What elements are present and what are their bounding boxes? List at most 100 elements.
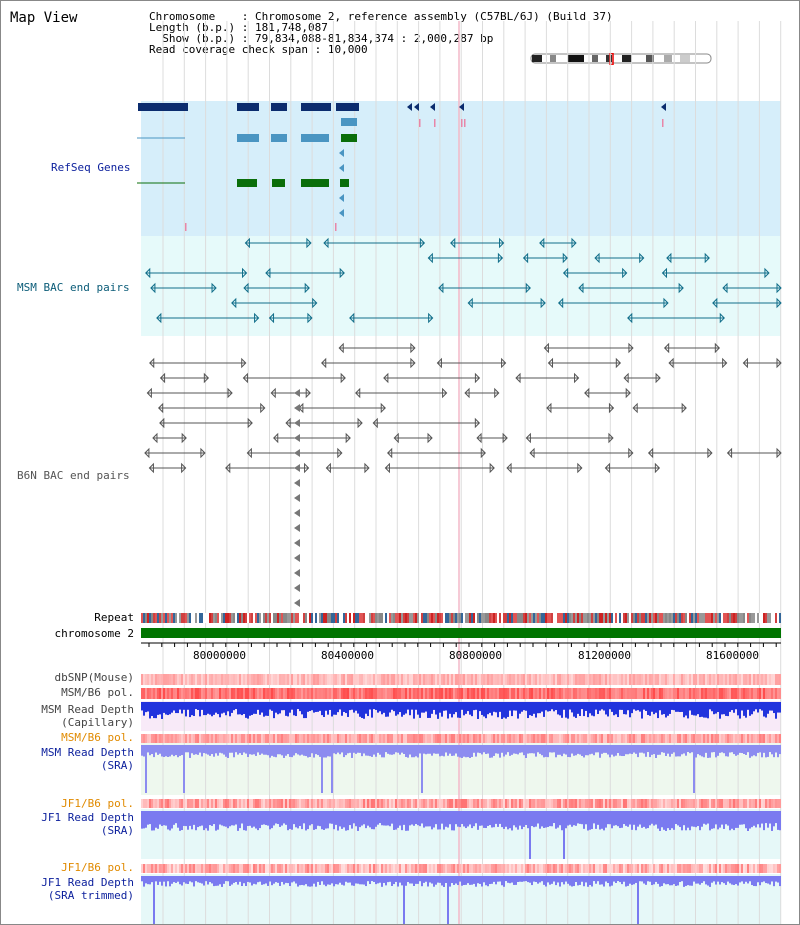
polymorphism-cell	[485, 799, 487, 808]
repeat-segment	[445, 613, 447, 623]
polymorphism-cell	[455, 864, 457, 873]
read-depth-bar	[193, 745, 195, 755]
read-depth-bar	[611, 702, 613, 712]
gene-exon	[301, 179, 329, 187]
polymorphism-cell	[159, 864, 161, 873]
read-depth-bar	[425, 702, 427, 712]
chromosome-ideogram[interactable]	[530, 53, 714, 65]
read-depth-bar	[223, 811, 225, 827]
refseq-track-label[interactable]: RefSeq Genes	[51, 161, 131, 174]
msm-b6-pol-track-label[interactable]: MSM/B6 pol.	[61, 686, 134, 699]
repeat-segment	[593, 613, 595, 623]
repeat-segment	[765, 613, 767, 623]
read-depth-bar	[401, 745, 403, 753]
polymorphism-cell	[497, 799, 499, 808]
b6n-bac-end	[380, 402, 386, 414]
polymorphism-cell	[651, 734, 653, 743]
msm-read-depth-sra-label[interactable]: MSM Read Depth (SRA)	[41, 746, 134, 772]
polymorphism-cell	[381, 734, 383, 743]
b6n-bac-end	[608, 432, 614, 444]
read-depth-bar	[599, 876, 601, 885]
read-depth-bar	[625, 811, 627, 826]
read-depth-bar	[249, 811, 251, 826]
read-depth-bar	[335, 811, 337, 825]
polymorphism-cell	[329, 799, 331, 808]
read-depth-bar	[643, 811, 645, 827]
polymorphism-cell	[275, 674, 277, 685]
read-depth-bar	[773, 876, 775, 887]
polymorphism-cell	[391, 688, 393, 699]
read-depth-bar	[605, 876, 607, 882]
polymorphism-cell	[625, 864, 627, 873]
polymorphism-cell	[611, 799, 613, 808]
polymorphism-cell	[537, 688, 539, 699]
polymorphism-cell	[779, 674, 781, 685]
polymorphism-cell	[775, 864, 777, 873]
jf1-b6-pol-track-label[interactable]: JF1/B6 pol.	[61, 797, 134, 810]
repeat-segment	[663, 613, 665, 623]
read-depth-bar	[723, 745, 725, 754]
read-depth-bar	[341, 811, 343, 829]
repeat-segment	[687, 613, 689, 623]
polymorphism-cell	[341, 734, 343, 743]
read-depth-bar	[227, 702, 229, 712]
b6n-bac-end	[260, 402, 266, 414]
polymorphism-cell	[575, 864, 577, 873]
read-depth-bar	[585, 876, 587, 883]
read-depth-bar	[437, 811, 439, 830]
polymorphism-cell	[465, 734, 467, 743]
polymorphism-cell	[721, 734, 723, 743]
repeat-segment	[577, 613, 579, 623]
polymorphism-cell	[515, 864, 517, 873]
repeat-segment	[627, 613, 629, 623]
polymorphism-cell	[589, 674, 591, 685]
repeat-segment	[149, 613, 151, 623]
polymorphism-cell	[555, 799, 557, 808]
jf1-b6-pol-trimmed-track-label[interactable]: JF1/B6 pol.	[61, 861, 134, 874]
read-depth-bar	[655, 745, 657, 758]
read-depth-bar	[655, 876, 657, 882]
polymorphism-cell	[487, 734, 489, 743]
read-depth-bar	[771, 811, 773, 831]
polymorphism-cell	[773, 864, 775, 873]
b6n-bac-track-label[interactable]: B6N BAC end pairs	[17, 469, 130, 482]
read-depth-bar	[435, 811, 437, 825]
chromosome-track-label: chromosome 2	[54, 627, 134, 640]
polymorphism-cell	[561, 864, 563, 873]
polymorphism-cell	[331, 799, 333, 808]
read-depth-bar	[775, 811, 777, 824]
polymorphism-cell	[585, 734, 587, 743]
polymorphism-cell	[413, 864, 415, 873]
jf1-read-depth-label[interactable]: JF1 Read Depth (SRA)	[41, 811, 134, 837]
msm-bac-end	[268, 312, 275, 324]
repeat-segment	[681, 613, 683, 623]
read-depth-bar	[707, 811, 709, 824]
repeat-segment	[543, 613, 545, 623]
polymorphism-cell	[701, 688, 703, 699]
polymorphism-cell	[349, 864, 351, 873]
msm-b6-pol-sra-track-label[interactable]: MSM/B6 pol.	[61, 731, 134, 744]
polymorphism-cell	[345, 799, 347, 808]
msm-bac-track-label[interactable]: MSM BAC end pairs	[17, 281, 130, 294]
repeat-segment	[167, 613, 169, 623]
read-depth-bar	[745, 745, 747, 755]
polymorphism-cell	[145, 799, 147, 808]
read-depth-bar	[711, 876, 713, 883]
repeat-segment	[387, 613, 389, 623]
msm-read-depth-capillary-label[interactable]: MSM Read Depth (Capillary)	[41, 703, 134, 729]
jf1-read-depth-trimmed-label[interactable]: JF1 Read Depth (SRA trimmed)	[41, 876, 134, 902]
read-depth-bar	[671, 811, 673, 829]
read-depth-bar	[183, 811, 185, 826]
gene-tick	[419, 119, 421, 127]
dbsnp-track-label[interactable]: dbSNP(Mouse)	[54, 671, 134, 684]
polymorphism-cell	[609, 799, 611, 808]
polymorphism-cell	[215, 799, 217, 808]
polymorphism-cell	[601, 799, 603, 808]
repeat-segment	[751, 613, 753, 623]
read-depth-bar	[565, 745, 567, 755]
read-depth-bar	[657, 745, 659, 755]
read-depth-bar	[407, 745, 409, 758]
b6n-bac-end	[584, 387, 590, 399]
polymorphism-cell	[631, 864, 633, 873]
polymorphism-cell	[417, 688, 419, 699]
